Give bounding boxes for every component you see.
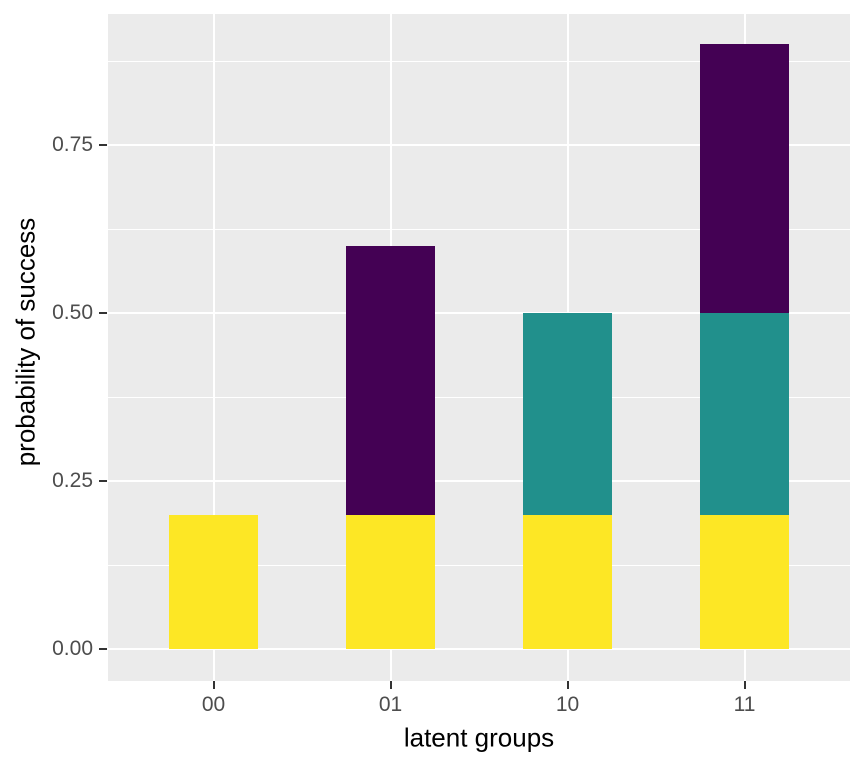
x-axis-tick-label: 01 (378, 693, 403, 716)
gridline-minor (108, 564, 850, 566)
gridline-minor (108, 396, 850, 398)
y-axis-tick-label: 0.75 (52, 133, 93, 156)
x-axis-tick-mark (212, 681, 215, 689)
gridline-major (108, 648, 850, 650)
x-axis-title: latent groups (403, 722, 555, 753)
y-axis-tick-label: 0.25 (52, 469, 93, 492)
x-axis-tick-label: 10 (555, 693, 580, 716)
bar-segment-teal-segment-cat-10 (523, 313, 612, 515)
bar-segment-yellow-segment-cat-00 (169, 514, 258, 649)
y-axis-tick-mark (99, 480, 107, 482)
y-axis-tick-mark (99, 312, 107, 314)
gridline-minor (108, 228, 850, 230)
gridline-major (108, 144, 850, 146)
y-axis-tick-label: 0.50 (52, 301, 93, 324)
x-axis-tick-label: 00 (201, 693, 226, 716)
x-axis-tick-mark (743, 681, 746, 689)
x-axis-tick-mark (389, 681, 392, 689)
bar-segment-yellow-segment-cat-11 (700, 514, 789, 649)
bar-segment-purple-segment-cat-01 (346, 245, 435, 515)
gridline-major-v (212, 14, 215, 681)
y-axis-title: probability of success (10, 217, 41, 467)
bar-segment-teal-segment-cat-11 (700, 313, 789, 515)
y-axis-tick-label: 0.00 (52, 637, 93, 660)
gridline-major (108, 312, 850, 314)
plot-panel (108, 14, 850, 681)
bar-segment-purple-segment-cat-11 (700, 44, 789, 313)
gridline-major (108, 480, 850, 482)
gridline-minor (108, 60, 850, 62)
x-axis-tick-label: 11 (733, 693, 756, 716)
bar-segment-yellow-segment-cat-10 (523, 514, 612, 649)
x-axis-tick-mark (566, 681, 569, 689)
y-axis-tick-mark (99, 144, 107, 146)
y-axis-tick-mark (99, 648, 107, 650)
bar-segment-yellow-segment-cat-01 (346, 514, 435, 649)
